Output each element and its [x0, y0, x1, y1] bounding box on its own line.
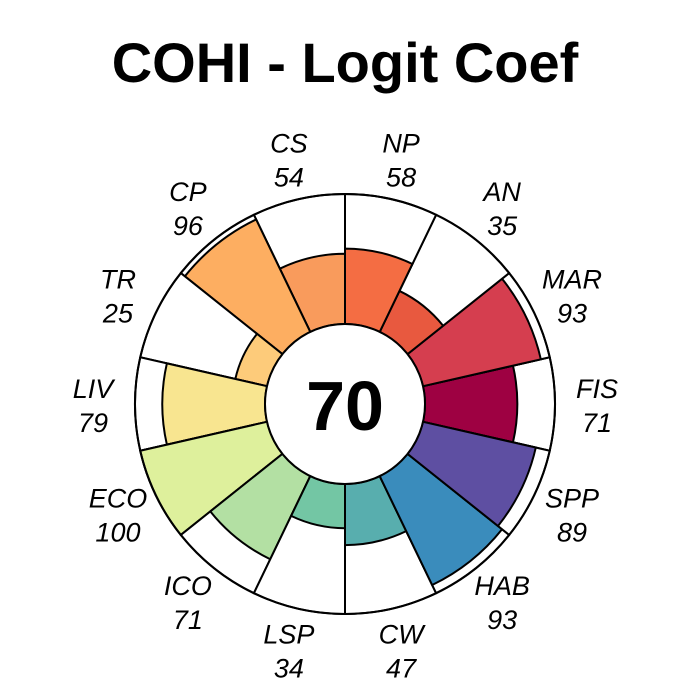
petal-label-cs: CS [270, 128, 308, 158]
petal-score-fis: 71 [582, 408, 612, 438]
petal-label-ico: ICO [164, 571, 212, 601]
petal-score-cw: 47 [386, 654, 417, 684]
petal-score-mar: 93 [557, 299, 587, 329]
petal-score-an: 35 [487, 211, 518, 241]
petal-label-lsp: LSP [263, 620, 314, 650]
petal-label-liv: LIV [73, 374, 117, 404]
chart-title: COHI - Logit Coef [112, 31, 579, 94]
center-score: 70 [306, 367, 384, 445]
petal-label-tr: TR [100, 265, 136, 295]
outer-ring [134, 193, 556, 615]
petal-score-tr: 25 [102, 299, 134, 329]
petal-score-eco: 100 [95, 517, 140, 547]
petal-score-cp: 96 [173, 211, 204, 241]
petal-label-hab: HAB [474, 571, 530, 601]
petal-label-cw: CW [379, 620, 426, 650]
petal-score-np: 58 [386, 162, 416, 192]
petal-score-hab: 93 [487, 605, 517, 635]
petal-label-np: NP [382, 128, 420, 158]
petal-label-mar: MAR [542, 265, 602, 295]
petal-score-spp: 89 [557, 517, 587, 547]
petal-score-cs: 54 [274, 162, 304, 192]
petal-label-spp: SPP [545, 483, 599, 513]
petal-score-lsp: 34 [274, 654, 304, 684]
petal-label-cp: CP [169, 177, 207, 207]
petal-label-eco: ECO [89, 483, 148, 513]
petal-label-an: AN [481, 177, 521, 207]
petal-score-liv: 79 [78, 408, 108, 438]
petal-layer [134, 192, 556, 616]
label-layer: FIS 71 MAR 93 AN 35 NP 58 CS 54 CP 96 TR 25 LIV 79 ECO 10… [73, 128, 618, 683]
petal-score-ico: 71 [173, 605, 203, 635]
center-circle [264, 323, 426, 485]
petal-label-fis: FIS [576, 374, 618, 404]
